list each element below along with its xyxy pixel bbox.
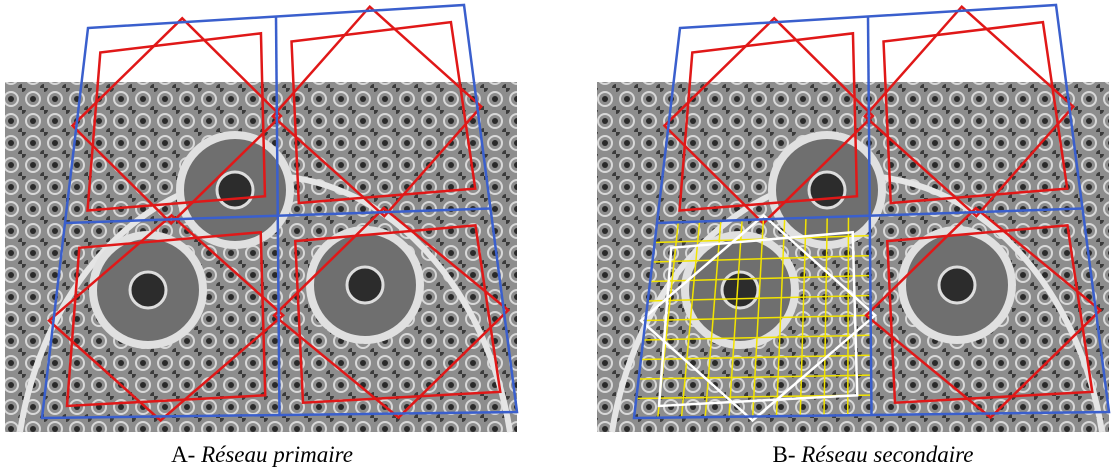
- medallion-center: [937, 265, 977, 305]
- star-square: [47, 213, 286, 423]
- star-square: [70, 16, 283, 226]
- star-square: [272, 206, 511, 420]
- star-square: [639, 213, 878, 423]
- star-square: [885, 223, 1094, 405]
- main-grid: [64, 207, 491, 225]
- fine-grid: [847, 216, 850, 416]
- medallion-center: [345, 265, 385, 305]
- caption-a: A- Réseau primaire: [171, 442, 353, 467]
- star-square: [271, 4, 484, 218]
- fine-grid: [643, 334, 871, 341]
- main-grid: [632, 3, 1111, 420]
- star-square: [290, 20, 477, 205]
- fine-grid: [640, 354, 871, 361]
- star-square: [65, 230, 267, 408]
- caption-b: B- Réseau secondaire: [773, 442, 974, 467]
- caption-text: Réseau primaire: [200, 442, 353, 467]
- main-grid: [40, 3, 519, 420]
- star-square: [864, 206, 1103, 420]
- medallion-center: [807, 170, 847, 210]
- fine-grid: [645, 314, 871, 322]
- medallion-center: [215, 170, 255, 210]
- star-square: [678, 31, 859, 212]
- caption-text: Réseau secondaire: [800, 442, 973, 467]
- panel-b: [597, 3, 1111, 433]
- medallion-center: [720, 270, 760, 310]
- star-square: [657, 230, 859, 408]
- label: B-: [773, 442, 796, 467]
- star-square: [293, 223, 502, 405]
- star-square: [86, 31, 267, 212]
- panel-a: [5, 3, 519, 433]
- fine-grid: [823, 217, 828, 416]
- medallion-center: [128, 270, 168, 310]
- main-grid: [656, 207, 1083, 225]
- label: A-: [171, 442, 195, 467]
- star-square: [863, 4, 1076, 218]
- fine-grid: [775, 218, 786, 417]
- fine-grid: [638, 374, 872, 380]
- star-square: [882, 20, 1069, 205]
